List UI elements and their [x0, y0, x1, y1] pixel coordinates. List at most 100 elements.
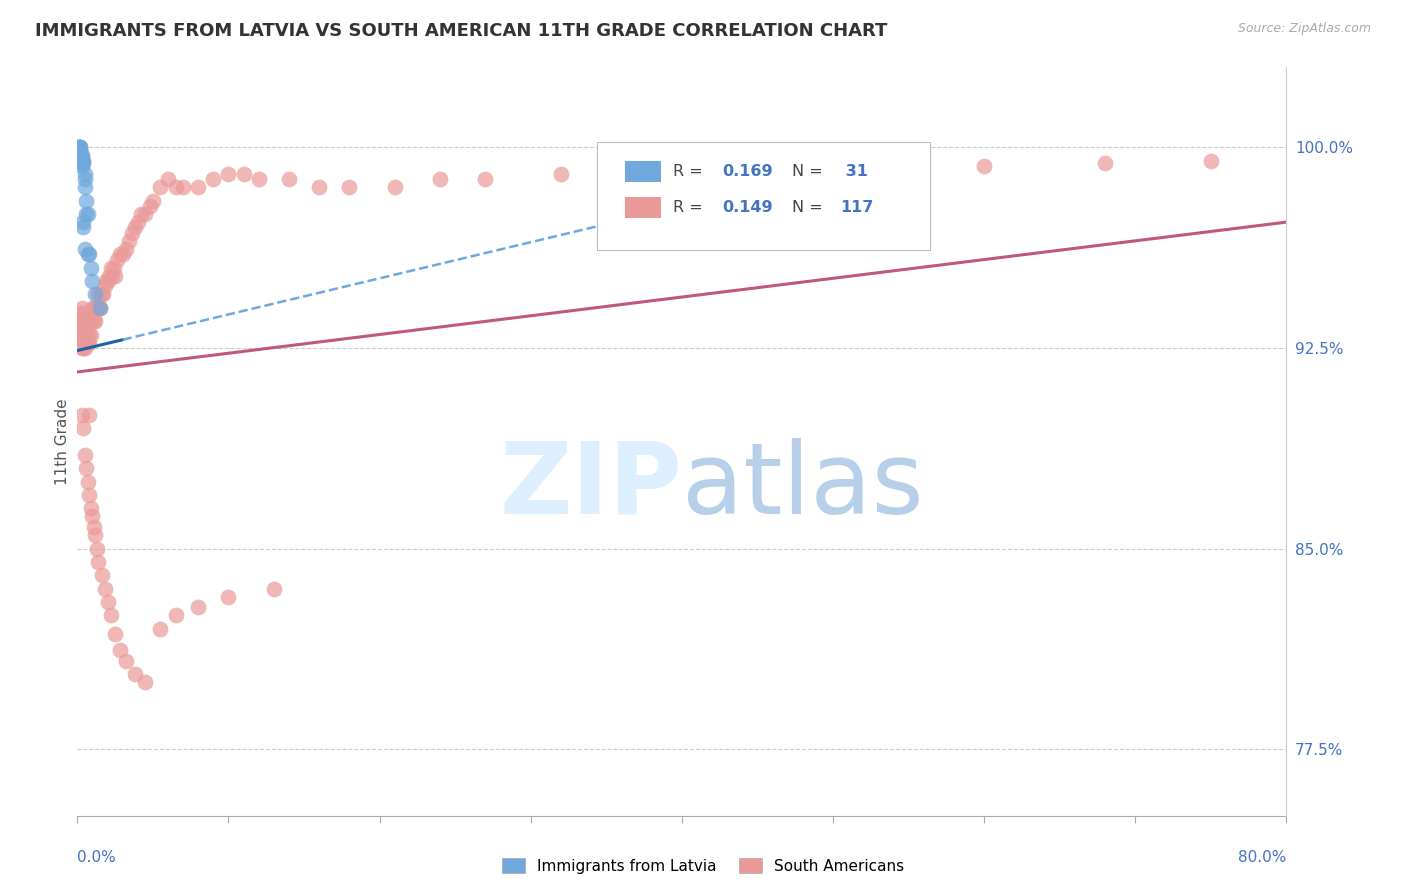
Point: [108, 247, 131, 261]
Point: [70, 159, 93, 173]
Point: [69, 148, 91, 162]
Point: [73, 341, 96, 355]
Point: [86, 541, 108, 556]
Point: [72, 220, 94, 235]
Point: [104, 627, 127, 641]
Point: [73, 448, 96, 462]
Point: [67, 327, 90, 342]
Point: [73, 180, 96, 194]
Point: [263, 582, 285, 596]
Point: [165, 608, 187, 623]
Point: [82, 301, 104, 315]
Point: [105, 252, 128, 267]
Point: [114, 654, 136, 668]
Point: [72, 319, 94, 334]
Point: [73, 172, 96, 186]
Bar: [626, 161, 661, 182]
Point: [67, 153, 90, 168]
Point: [127, 215, 149, 229]
Point: [69, 335, 91, 350]
Point: [80, 260, 103, 275]
Point: [187, 180, 209, 194]
Point: [124, 220, 146, 235]
Point: [75, 207, 97, 221]
Point: [82, 314, 104, 328]
Point: [474, 172, 496, 186]
Point: [79, 335, 101, 350]
Point: [73, 242, 96, 256]
Point: [73, 314, 96, 328]
Point: [308, 180, 330, 194]
Point: [77, 335, 100, 350]
Text: atlas: atlas: [682, 438, 924, 535]
Point: [72, 421, 94, 435]
Point: [1199, 153, 1222, 168]
Point: [75, 333, 97, 347]
Point: [70, 148, 93, 162]
Point: [90, 287, 112, 301]
Point: [70, 408, 93, 422]
Point: [79, 327, 101, 342]
Point: [69, 140, 91, 154]
Point: [94, 274, 117, 288]
Point: [93, 582, 115, 596]
Point: [100, 260, 122, 275]
Point: [70, 301, 93, 315]
Point: [67, 314, 90, 328]
Point: [384, 180, 406, 194]
Point: [86, 301, 108, 315]
Point: [91, 287, 114, 301]
Legend: Immigrants from Latvia, South Americans: Immigrants from Latvia, South Americans: [495, 852, 911, 880]
Point: [72, 341, 94, 355]
Point: [139, 199, 162, 213]
Point: [72, 314, 94, 328]
Point: [114, 242, 136, 256]
Text: ZIP: ZIP: [499, 438, 682, 535]
Point: [72, 215, 94, 229]
Point: [69, 145, 91, 160]
Point: [67, 322, 90, 336]
Point: [157, 172, 180, 186]
Point: [747, 161, 769, 176]
Point: [72, 306, 94, 320]
Text: N =: N =: [792, 163, 828, 178]
Point: [641, 161, 664, 176]
Point: [67, 140, 90, 154]
Point: [149, 622, 172, 636]
Point: [72, 156, 94, 170]
Point: [187, 600, 209, 615]
Point: [247, 172, 270, 186]
Point: [142, 194, 165, 208]
Text: 0.169: 0.169: [721, 163, 772, 178]
Bar: [626, 196, 661, 218]
Point: [72, 333, 94, 347]
Point: [108, 643, 131, 657]
Point: [96, 274, 118, 288]
Point: [337, 180, 360, 194]
Text: R =: R =: [673, 200, 709, 214]
Point: [84, 528, 107, 542]
Point: [278, 172, 301, 186]
Point: [87, 301, 110, 315]
Point: [84, 287, 107, 301]
Point: [232, 167, 254, 181]
Point: [429, 172, 451, 186]
Point: [84, 301, 107, 315]
Point: [89, 301, 111, 315]
FancyBboxPatch shape: [598, 142, 929, 251]
Point: [80, 501, 103, 516]
Point: [80, 327, 103, 342]
Point: [1094, 156, 1116, 170]
Point: [70, 153, 93, 168]
Point: [82, 509, 104, 524]
Point: [70, 327, 93, 342]
Point: [75, 314, 97, 328]
Point: [67, 140, 90, 154]
Point: [83, 301, 105, 315]
Text: Source: ZipAtlas.com: Source: ZipAtlas.com: [1237, 22, 1371, 36]
Point: [79, 314, 101, 328]
Point: [103, 260, 125, 275]
Point: [77, 314, 100, 328]
Point: [70, 341, 93, 355]
Point: [79, 408, 101, 422]
